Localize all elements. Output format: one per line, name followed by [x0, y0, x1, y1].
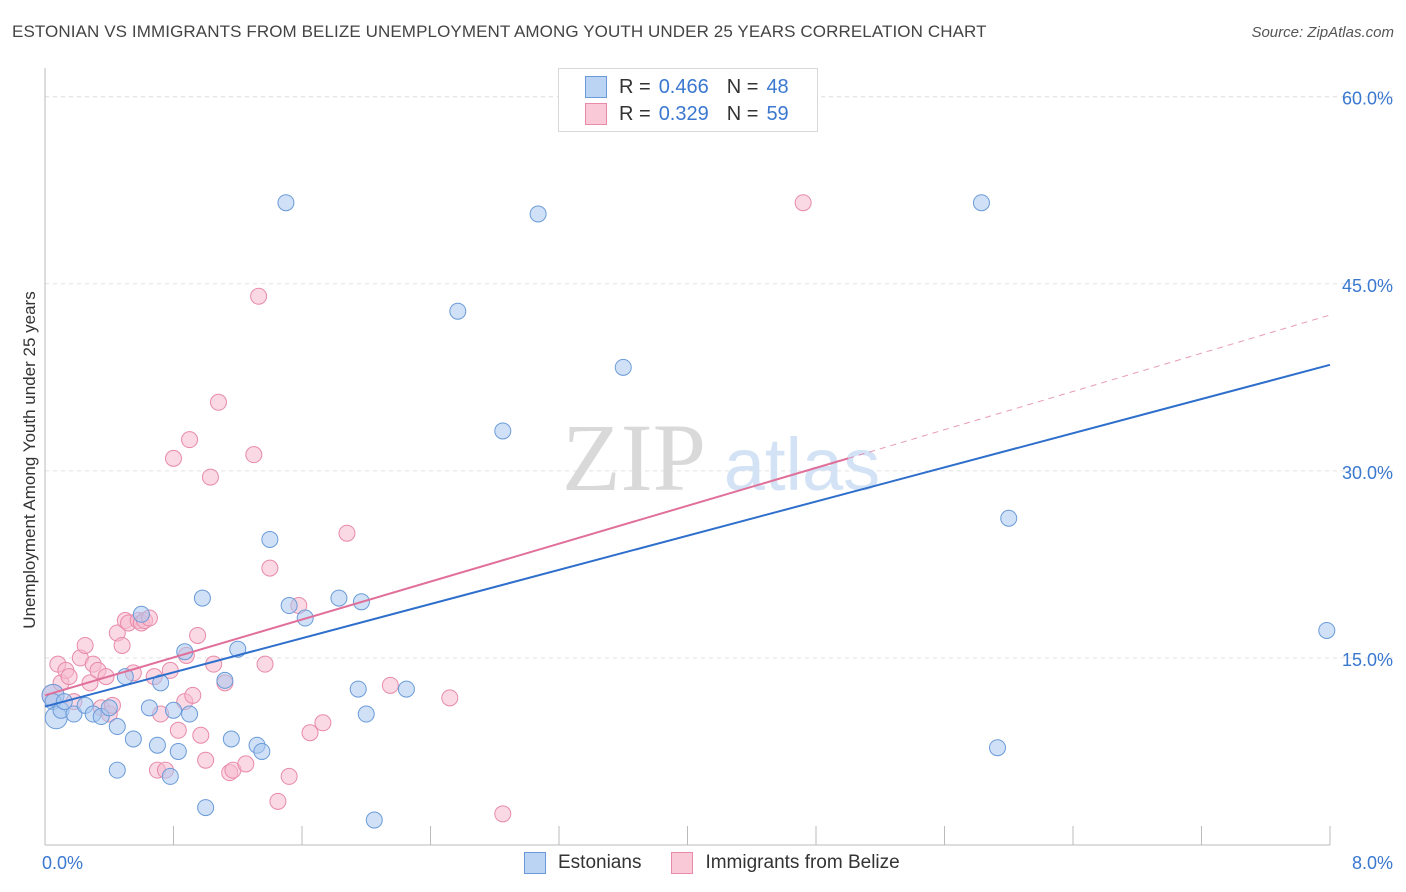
series-estonians-points — [41, 194, 1336, 829]
point-estonians — [280, 597, 298, 615]
point-belize — [197, 751, 215, 769]
legend-item-belize: Immigrants from Belize — [671, 852, 900, 874]
point-belize — [165, 449, 182, 467]
point-estonians — [529, 205, 547, 223]
y-tick-label: 60.0% — [1342, 89, 1393, 109]
point-estonians — [365, 811, 383, 829]
point-estonians — [108, 761, 126, 779]
point-belize — [76, 636, 94, 654]
point-estonians — [124, 730, 142, 748]
legend-row-estonians: R = 0.466 N = 48 — [585, 75, 807, 99]
point-estonians — [494, 422, 512, 440]
legend-n-label: N = — [726, 102, 759, 125]
point-belize — [338, 524, 356, 542]
y-tick-label: 30.0% — [1342, 463, 1393, 483]
x-tick-label-min: 0.0% — [42, 853, 83, 873]
legend-label-estonians: Estonians — [558, 852, 642, 873]
point-estonians — [140, 699, 158, 717]
trend-lines — [44, 314, 1331, 708]
tick-labels: 15.0% 30.0% 45.0% 60.0% 0.0% 8.0% — [42, 89, 1393, 873]
point-estonians — [100, 699, 118, 717]
point-estonians — [216, 671, 234, 689]
point-belize — [237, 755, 255, 773]
legend-stats: R = 0.466 N = 48 R = 0.329 N = 59 — [558, 68, 818, 132]
point-estonians — [65, 705, 83, 723]
point-belize — [113, 636, 131, 654]
legend-n-value: 48 — [766, 75, 789, 98]
point-belize — [201, 468, 219, 486]
point-belize — [184, 686, 202, 704]
point-belize — [794, 194, 812, 212]
point-belize — [192, 726, 210, 744]
y-tick-label: 45.0% — [1342, 276, 1393, 296]
legend-swatch-estonians — [585, 76, 607, 98]
point-estonians — [261, 530, 279, 548]
point-belize — [181, 431, 199, 449]
legend-row-belize: R = 0.329 N = 59 — [585, 102, 807, 126]
point-estonians — [1318, 621, 1336, 639]
point-belize — [189, 626, 207, 644]
point-belize — [261, 559, 279, 577]
point-belize — [250, 287, 268, 305]
point-estonians — [229, 640, 247, 658]
point-belize — [169, 721, 187, 739]
point-estonians — [972, 194, 990, 212]
legend-r-value: 0.466 — [658, 75, 709, 98]
legend-swatch-belize — [585, 103, 607, 125]
legend-label-belize: Immigrants from Belize — [705, 852, 900, 873]
point-estonians — [277, 194, 295, 212]
legend-item-estonians: Estonians — [524, 852, 641, 874]
point-estonians — [193, 589, 211, 607]
point-belize — [280, 767, 298, 785]
point-belize — [381, 676, 399, 694]
point-belize — [245, 446, 263, 464]
trend-line-belize-extension — [847, 314, 1331, 459]
point-belize — [441, 689, 459, 707]
legend-n-label: N = — [726, 75, 759, 98]
point-estonians — [989, 739, 1007, 757]
point-belize — [494, 805, 512, 823]
trend-line-estonians — [44, 363, 1331, 708]
point-estonians — [614, 358, 632, 376]
point-estonians — [222, 730, 240, 748]
watermark: ZIP atlas — [562, 404, 880, 511]
point-belize — [209, 393, 227, 411]
point-estonians — [330, 589, 348, 607]
legend-n-value: 59 — [766, 102, 789, 125]
legend-r-label: R = — [619, 75, 651, 98]
point-estonians — [181, 705, 199, 723]
point-estonians — [108, 718, 126, 736]
point-estonians — [197, 799, 215, 817]
point-estonians — [349, 680, 367, 698]
point-belize — [60, 668, 78, 686]
legend-series: Estonians Immigrants from Belize — [524, 852, 930, 874]
y-tick-label: 15.0% — [1342, 650, 1393, 670]
point-estonians — [148, 736, 166, 754]
legend-swatch-belize — [671, 852, 694, 874]
chart-title: ESTONIAN VS IMMIGRANTS FROM BELIZE UNEMP… — [12, 22, 987, 41]
point-estonians — [165, 701, 182, 719]
point-estonians — [397, 680, 415, 698]
legend-r-label: R = — [619, 102, 651, 125]
point-estonians — [1000, 509, 1018, 527]
point-estonians — [449, 302, 467, 320]
point-estonians — [132, 605, 150, 623]
trend-line-belize — [44, 457, 849, 697]
point-belize — [301, 724, 319, 742]
point-belize — [314, 714, 332, 732]
watermark-atlas: atlas — [724, 423, 880, 506]
point-estonians — [253, 742, 271, 760]
point-belize — [269, 792, 287, 810]
x-tick-label-max: 8.0% — [1352, 853, 1393, 873]
watermark-zip: ZIP — [562, 404, 706, 511]
grid-lines — [45, 96, 1393, 659]
legend-swatch-estonians — [524, 852, 546, 874]
point-belize — [256, 655, 274, 673]
legend-r-value: 0.329 — [658, 102, 709, 125]
chart-source: Source: ZipAtlas.com — [1251, 24, 1394, 41]
point-estonians — [169, 742, 187, 760]
point-estonians — [161, 767, 179, 785]
point-estonians — [357, 705, 375, 723]
